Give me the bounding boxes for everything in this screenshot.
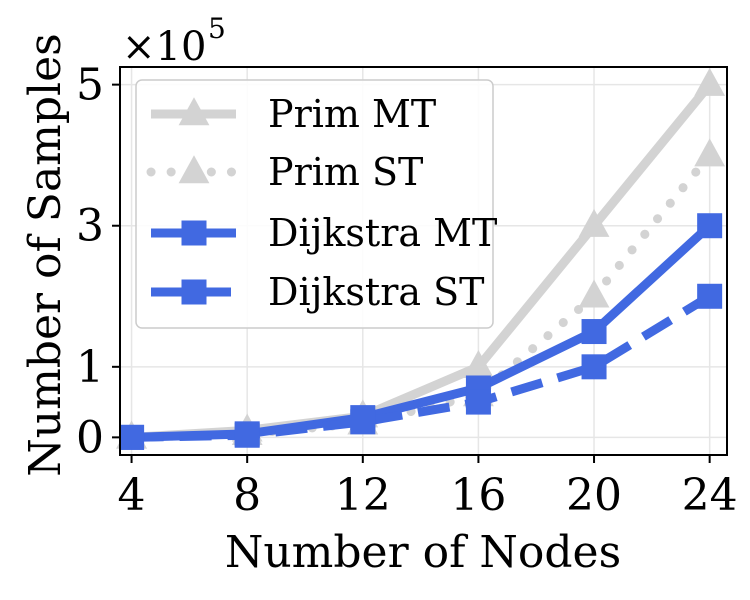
legend-label: Dijkstra MT — [268, 211, 497, 255]
series-dijkstra-st — [119, 283, 723, 450]
legend-label: Dijkstra ST — [268, 270, 484, 314]
axis-ticks: 4 8 12 16 20 24 0 1 3 5 — [76, 60, 738, 521]
legend-swatch-marker — [181, 220, 207, 246]
data-point — [578, 279, 610, 308]
x-tick-label: 20 — [566, 470, 622, 521]
legend-swatch-marker — [178, 97, 210, 126]
data-point — [581, 354, 607, 380]
x-tick-label: 8 — [233, 470, 261, 521]
series-line — [131, 292, 713, 442]
legend: Prim MT Prim ST Dijkstra MT Dijkstra ST — [135, 79, 497, 329]
plot-frame — [119, 66, 728, 456]
y-axis-label: Number of Samples — [20, 33, 71, 477]
y-scale-mantissa: ×10 — [122, 24, 206, 70]
data-point — [350, 409, 376, 435]
x-tick-label: 24 — [682, 470, 738, 521]
x-tick-label: 16 — [450, 470, 506, 521]
y-tick-label: 1 — [76, 342, 104, 393]
legend-swatch-marker — [178, 155, 210, 184]
data-point — [465, 389, 491, 415]
data-point — [697, 283, 723, 309]
x-axis-label: Number of Nodes — [225, 527, 621, 578]
series-layer — [116, 67, 726, 450]
legend-label: Prim MT — [268, 92, 436, 136]
x-tick-label: 12 — [335, 470, 391, 521]
y-scale-exponent: 5 — [208, 12, 226, 45]
data-point — [694, 138, 726, 167]
x-tick-label: 4 — [118, 470, 146, 521]
y-tick-label: 0 — [76, 412, 104, 463]
data-point — [581, 319, 607, 345]
y-tick-label: 5 — [76, 60, 104, 111]
data-point — [697, 213, 723, 239]
data-point — [578, 208, 610, 237]
y-tick-label: 3 — [76, 201, 104, 252]
legend-box — [135, 79, 494, 329]
data-point — [234, 422, 260, 448]
legend-swatch-marker — [181, 279, 207, 305]
data-point — [694, 67, 726, 96]
data-point — [463, 350, 494, 379]
legend-label: Prim ST — [268, 150, 423, 194]
data-point — [119, 424, 145, 450]
